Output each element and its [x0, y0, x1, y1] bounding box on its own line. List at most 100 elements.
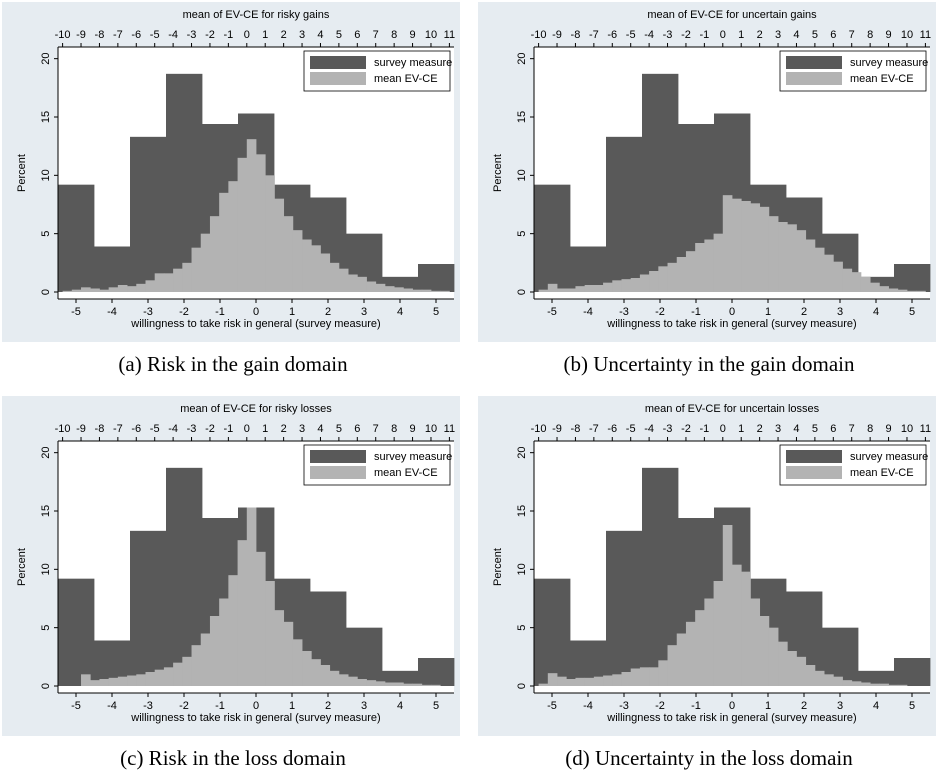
y-tick-label: 5 — [40, 231, 52, 237]
x2-tick-label: -7 — [589, 29, 599, 41]
caption: (d) Uncertainty in the loss domain — [565, 746, 853, 770]
x2-axis-title: mean of EV-CE for uncertain gains — [647, 9, 817, 21]
x2-tick-label: 10 — [901, 29, 913, 41]
x-tick-label: 2 — [801, 306, 807, 318]
histogram-bar — [384, 286, 395, 292]
histogram-bar — [421, 289, 432, 292]
histogram-bar — [787, 224, 797, 292]
histogram-bar — [311, 659, 321, 686]
histogram-bar — [320, 253, 331, 292]
y-axis-title: Percent — [16, 154, 28, 192]
histogram-bar — [768, 216, 779, 292]
histogram-bar — [130, 136, 167, 292]
histogram-bar — [274, 198, 285, 292]
histogram-bar — [741, 201, 751, 292]
x-tick-label: 0 — [253, 700, 259, 712]
x2-tick-label: -2 — [681, 423, 691, 435]
x-tick-label: -5 — [71, 700, 81, 712]
x-tick-label: -2 — [179, 306, 189, 318]
x-tick-label: 0 — [253, 306, 259, 318]
histogram-bar — [348, 274, 358, 292]
histogram-bar — [117, 285, 128, 292]
y-tick-label: 0 — [40, 683, 52, 689]
x2-tick-label: -1 — [223, 423, 233, 435]
x2-tick-label: -5 — [626, 423, 636, 435]
histogram-bar — [722, 525, 733, 686]
y-tick-label: 20 — [516, 53, 528, 65]
x2-tick-label: 9 — [409, 423, 415, 435]
x-tick-label: 5 — [909, 700, 915, 712]
histogram-bar — [283, 621, 294, 686]
histogram-bar — [136, 283, 146, 292]
x2-tick-label: 9 — [885, 423, 891, 435]
legend-swatch — [786, 466, 842, 479]
y-tick-label: 15 — [516, 505, 528, 517]
histogram-bar — [99, 289, 110, 292]
y-tick-label: 10 — [516, 169, 528, 181]
x-tick-label: 1 — [289, 700, 295, 712]
histogram-bar — [750, 203, 761, 292]
histogram-bar — [538, 289, 549, 292]
histogram-bar — [649, 667, 659, 686]
x-tick-label: -3 — [143, 306, 153, 318]
x2-tick-label: -6 — [607, 423, 617, 435]
histogram-bar — [412, 289, 423, 292]
histogram-bar — [732, 198, 742, 292]
x2-tick-label: 0 — [244, 29, 250, 41]
x2-tick-label: 8 — [867, 29, 873, 41]
x2-tick-label: -5 — [150, 423, 160, 435]
histogram-bar — [71, 289, 82, 292]
legend-label: survey measure — [850, 57, 928, 69]
x-tick-label: 0 — [729, 306, 735, 318]
histogram-bar — [136, 674, 146, 686]
y-tick-label: 10 — [40, 169, 52, 181]
x2-axis-title: mean of EV-CE for risky losses — [180, 403, 332, 415]
histogram-bar — [90, 288, 100, 292]
x-tick-label: 3 — [361, 700, 367, 712]
histogram-bar — [384, 682, 395, 686]
legend-swatch — [310, 466, 366, 479]
histogram-bar — [209, 216, 220, 292]
histogram-bar — [182, 262, 192, 292]
x2-tick-label: -6 — [131, 29, 141, 41]
histogram-bar — [348, 676, 358, 686]
histogram-bar — [538, 683, 549, 686]
histogram-bar — [81, 674, 91, 686]
histogram-bar — [860, 276, 871, 292]
legend-label: mean EV-CE — [374, 73, 438, 85]
x-axis-title: willingness to take risk in general (sur… — [130, 712, 380, 724]
y-tick-label: 15 — [40, 505, 52, 517]
x2-tick-label: -9 — [76, 423, 86, 435]
histogram-bar — [219, 192, 229, 292]
histogram-bar — [338, 268, 349, 292]
histogram-bar — [658, 266, 668, 292]
x2-tick-label: -2 — [205, 423, 215, 435]
histogram-bar — [547, 673, 558, 686]
y-tick-label: 0 — [516, 289, 528, 295]
x2-tick-label: 11 — [444, 29, 455, 41]
histogram-bar — [394, 287, 404, 292]
x2-tick-label: -6 — [131, 423, 141, 435]
x-axis-title: willingness to take risk in general (sur… — [606, 318, 856, 330]
x-tick-label: 3 — [361, 306, 367, 318]
histogram-bar — [440, 290, 450, 292]
x2-tick-label: -5 — [150, 29, 160, 41]
x-tick-label: 5 — [433, 700, 439, 712]
histogram-bar — [824, 254, 834, 292]
histogram-bar — [163, 667, 174, 686]
y-tick-label: 0 — [40, 289, 52, 295]
histogram-bar — [302, 239, 312, 292]
histogram-bar — [311, 245, 321, 292]
histogram-bar — [741, 571, 751, 686]
histogram-bar — [566, 288, 576, 292]
histogram-bar — [833, 676, 843, 686]
x2-tick-label: -10 — [531, 423, 547, 435]
histogram-bar — [778, 641, 788, 686]
histogram-bar — [722, 195, 733, 292]
histogram-bar — [173, 268, 183, 292]
histogram-bar — [403, 288, 413, 292]
histogram-bar — [154, 273, 165, 292]
